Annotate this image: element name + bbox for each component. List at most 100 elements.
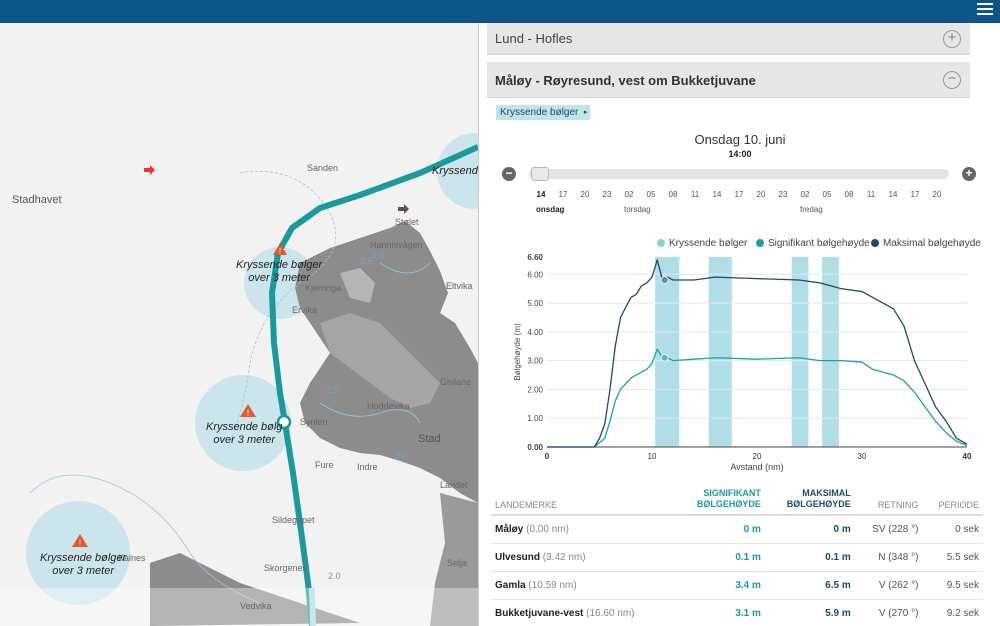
slider-hour-label[interactable]: 05 <box>822 190 832 199</box>
legend-significant-wave-height[interactable]: Signifikant bølgehøyde <box>756 238 870 249</box>
crossing-wave-band <box>708 257 732 447</box>
slider-hour-label[interactable]: 02 <box>624 190 634 199</box>
map-canvas: ! ! ! <box>0 133 478 626</box>
route-title: Måløy - Røyresund, vest om Bukketjuvane <box>495 73 756 88</box>
warning-zone[interactable] <box>244 247 316 319</box>
landmark-name: Gamla (10.59 nm) <box>491 571 676 600</box>
previous-step-button[interactable]: − <box>502 167 516 181</box>
route-position-marker[interactable] <box>276 414 292 430</box>
warning-icon[interactable]: ! <box>72 534 88 548</box>
slider-hour-label[interactable]: 20 <box>756 190 766 199</box>
wave-period: 9.2 sek <box>922 599 983 626</box>
y-tick-label: 0.00 <box>527 443 543 452</box>
time-slider-track[interactable] <box>529 169 949 179</box>
slider-hour-label[interactable]: 23 <box>778 190 788 199</box>
warning-icon[interactable]: ! <box>273 243 287 256</box>
slider-hour-label[interactable]: 14 <box>888 190 898 199</box>
landmark-name: Bukketjuvane-vest (16.60 nm) <box>491 599 676 626</box>
collapse-minus-icon[interactable]: − <box>943 71 961 89</box>
y-tick-label: 3.00 <box>527 357 543 366</box>
slider-hour-label[interactable]: 23 <box>602 190 612 199</box>
warning-zone[interactable] <box>195 375 291 471</box>
map-label: Kjerringa <box>305 283 342 293</box>
y-tick-label: 6.60 <box>527 253 543 262</box>
x-axis-label: Avstand (nm) <box>730 462 783 472</box>
table-row[interactable]: Måløy (0.00 nm) 0 m 0 m SV (228 °) 0 sek <box>491 515 983 544</box>
wave-height-chart[interactable]: 0.00 1.00 2.00 3.00 4.00 5.00 6.00 6.60 0 10 20 30 4… <box>509 251 979 481</box>
slider-hour-label[interactable]: 08 <box>668 190 678 199</box>
route-title: Lund - Hofles <box>495 31 573 46</box>
caret-right-icon: ▸ <box>583 109 588 116</box>
depth-contour <box>29 474 261 604</box>
slider-hour-label[interactable]: 14 <box>712 190 722 199</box>
depth-contour-label: 2.0 <box>372 250 385 260</box>
time-slider-handle[interactable] <box>531 167 549 181</box>
slider-hour-label[interactable]: 20 <box>932 190 942 199</box>
svg-text:!: ! <box>79 538 82 548</box>
map-label: Fure <box>315 460 334 470</box>
depth-contour-label: 2.0 <box>328 571 341 581</box>
slider-hour-label[interactable]: 20 <box>580 190 590 199</box>
slider-hour-label[interactable]: 11 <box>690 190 700 199</box>
landmark-table: LANDEMERKE SIGNIFIKANT BØLGEHØYDE MAKSIMA… <box>491 487 983 626</box>
landmark-name: Ulvesund (3.42 nm) <box>491 543 676 572</box>
route-line[interactable] <box>269 144 478 626</box>
route-header-lund-hofles[interactable]: Lund - Hofles + <box>487 23 970 55</box>
warning-label: Kryssende bølg over 3 meter <box>206 421 283 446</box>
layer-select[interactable]: Kryssende bølger ▸ <box>496 105 591 120</box>
map-label: Sanden <box>307 163 339 173</box>
max-wave-height: 5.9 m <box>764 599 855 626</box>
warning-icon[interactable]: ! <box>240 404 256 418</box>
slider-hour-label[interactable]: 17 <box>734 190 744 199</box>
y-tick-label: 6.00 <box>527 270 543 279</box>
warning-zone[interactable] <box>26 501 130 605</box>
hamburger-menu-icon[interactable] <box>977 3 993 17</box>
y-tick-label: 2.00 <box>527 385 543 394</box>
table-row[interactable]: Bukketjuvane-vest (16.60 nm) 3.1 m 5.9 m… <box>491 599 983 626</box>
wave-period: 9.5 sek <box>922 571 983 600</box>
map-label: Hannisvågen <box>370 240 423 250</box>
column-header-significant[interactable]: SIGNIFIKANT BØLGEHØYDE <box>675 487 765 516</box>
table-row[interactable]: Gamla (10.59 nm) 3.4 m 6.5 m V (262 °) 9… <box>491 571 983 600</box>
map-label: Landet <box>440 480 468 490</box>
map-view[interactable]: ! ! ! Stadhavet Sanden Stølet Hannisvåge… <box>0 23 478 626</box>
legend-crossing-waves[interactable]: Kryssende bølger <box>657 238 747 249</box>
map-label: Sildegapet <box>272 515 315 525</box>
column-header-direction: RETNING <box>854 487 923 516</box>
column-header-period: PERIODE <box>922 487 983 516</box>
expand-plus-icon[interactable]: + <box>943 30 961 48</box>
legend-max-wave-height[interactable]: Maksimal bølgehøyde <box>871 238 981 249</box>
slider-hour-label[interactable]: 02 <box>800 190 810 199</box>
wave-direction-arrow-icon <box>398 204 409 214</box>
map-label: Eltvika <box>446 281 473 291</box>
slider-hour-label[interactable]: 08 <box>844 190 854 199</box>
depth-contour-label: 2.5 <box>360 256 373 266</box>
map-label: Stad <box>418 433 441 445</box>
slider-hour-label[interactable]: 11 <box>866 190 876 199</box>
table-header-row: LANDEMERKE SIGNIFIKANT BØLGEHØYDE MAKSIMA… <box>491 487 983 516</box>
x-tick-label: 30 <box>858 452 867 461</box>
forecast-panel: Lund - Hofles + Måløy - Røyresund, vest … <box>478 23 1000 626</box>
wave-period: 0 sek <box>922 515 983 544</box>
map-label: Ghilane <box>440 377 472 387</box>
position-marker <box>660 276 669 284</box>
slider-day-label: onsdag <box>536 205 565 214</box>
warning-label: Kryssende bølger over 3 meter <box>40 552 127 577</box>
next-step-button[interactable]: + <box>962 167 976 181</box>
slider-hour-label[interactable]: 05 <box>646 190 656 199</box>
slider-hour-label[interactable]: 14 <box>536 190 546 199</box>
max-wave-height: 0 m <box>764 515 855 544</box>
table-row[interactable]: Ulvesund (3.42 nm) 0.1 m 0.1 m N (348 °)… <box>491 543 983 572</box>
depth-contour <box>229 170 337 444</box>
map-label: Selja <box>447 558 468 568</box>
route-header-maloy-royresund[interactable]: Måløy - Røyresund, vest om Bukketjuvane … <box>487 62 970 98</box>
depth-contour <box>319 402 421 424</box>
slider-hour-label[interactable]: 17 <box>558 190 568 199</box>
forecast-date: Onsdag 10. juni <box>694 132 786 147</box>
wave-direction: SV (228 °) <box>854 515 923 544</box>
slider-hour-label[interactable]: 17 <box>910 190 920 199</box>
svg-text:!: ! <box>279 247 281 256</box>
landmark-name: Måløy (0.00 nm) <box>491 515 676 544</box>
column-header-maximal[interactable]: MAKSIMAL BØLGEHØYDE <box>764 487 855 516</box>
slider-day-label: fredag <box>800 205 823 214</box>
